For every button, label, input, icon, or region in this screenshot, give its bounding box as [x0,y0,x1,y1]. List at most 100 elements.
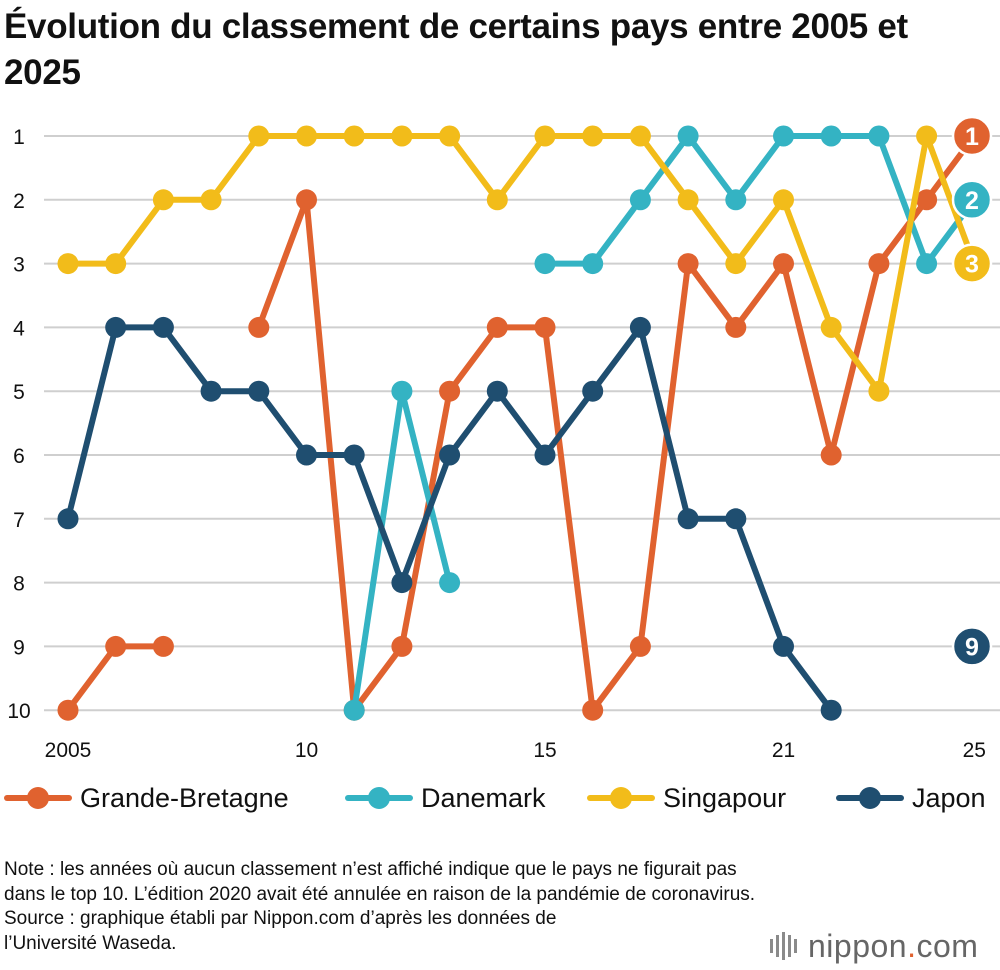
series-line [351,388,453,714]
end-label-badge [951,243,993,284]
y-tick-label: 3 [13,254,25,277]
data-point [248,125,270,147]
x-tick-label: 10 [295,739,318,762]
x-axis-ticks: 2005 10 15 21 25 [45,739,986,762]
data-point [629,635,651,657]
data-point [916,125,938,147]
end-label-japon: 9 [951,626,993,667]
y-tick-label: 6 [13,445,25,468]
data-point [773,125,794,147]
end-label-text: 1 [965,123,979,151]
end-label-grande-bretagne: 1 [951,115,993,157]
y-tick-label: 10 [7,700,30,723]
series-layer [57,125,985,721]
chart-title: Évolution du classement de certains pays… [4,7,908,92]
x-tick-label: 2005 [45,739,92,762]
y-tick-label: 1 [13,126,25,149]
series-line [542,133,978,267]
logo-text: nippon.com [808,927,979,964]
data-point [439,125,461,147]
y-tick-label: 2 [13,190,25,213]
x-tick-label: 25 [963,739,986,762]
legend-item-danemark: Danemark [345,780,546,816]
data-point [152,635,174,657]
series-singapour [57,125,985,402]
source-line: Source : graphique établi par Nippon.com… [4,908,557,929]
data-point [296,125,317,147]
data-point [916,189,938,211]
data-point [486,380,508,402]
legend-label: Danemark [421,782,546,813]
footnote: Note : les années où aucun classement n’… [4,858,994,956]
data-point [820,125,842,147]
legend-label: Grande-Bretagne [80,782,289,813]
data-point [152,189,174,211]
line-chart: 1 2 3 4 5 6 7 8 9 10 2005 10 15 21 25 1 2 3 9 [7,115,1000,762]
data-point [105,635,127,657]
data-point [343,444,365,466]
data-point [725,508,747,530]
y-tick-label: 8 [13,573,25,596]
data-point [677,253,699,275]
legend-swatch-icon [345,780,413,816]
data-point [534,125,556,147]
data-point [248,316,270,338]
legend-label: Japon [912,782,986,813]
data-point [391,572,413,594]
data-point [391,635,413,657]
data-point [57,508,79,530]
logo-bars-icon [770,932,800,960]
data-point [582,125,604,147]
data-point [296,189,317,211]
data-point [296,444,317,466]
data-point [105,316,127,338]
end-label-text: 2 [965,187,979,215]
data-point [57,699,79,721]
data-point [868,380,890,402]
legend: Grande-Bretagne Danemark Singapour Japon [0,780,1000,816]
legend-swatch-icon [836,780,904,816]
data-point [725,189,747,211]
data-point [391,380,413,402]
end-label-badge [951,626,993,667]
data-point [820,316,842,338]
data-point [725,253,747,275]
series-line [65,133,978,395]
x-tick-label: 15 [533,739,556,762]
legend-item-singapour: Singapour [587,780,786,816]
end-label-badge [951,179,993,221]
data-point [582,253,604,275]
data-point [343,699,365,721]
data-point [582,380,604,402]
data-point [57,253,79,275]
y-axis-ticks: 1 2 3 4 5 6 7 8 9 10 [7,126,30,723]
legend-swatch-icon [4,780,72,816]
data-point [677,508,699,530]
x-tick-label: 21 [772,739,795,762]
note-line: Note : les années où aucun classement n’… [4,859,737,880]
data-point [152,316,174,338]
data-point [200,380,222,402]
note-line: dans le top 10. L’édition 2020 avait été… [4,883,756,905]
source-line: l’Université Waseda. [4,932,177,954]
data-point [773,189,794,211]
end-label-badge [951,115,993,157]
y-tick-label: 7 [13,509,25,532]
logo-dot: . [907,927,917,964]
legend-swatch-icon [587,780,655,816]
data-point [773,253,794,275]
series-japon [57,316,842,721]
data-point [629,189,651,211]
y-tick-label: 4 [13,317,25,340]
y-tick-label: 9 [13,636,25,659]
data-point [439,572,461,594]
data-point [725,316,747,338]
data-point [248,380,270,402]
data-point [773,635,794,657]
y-tick-label: 5 [13,381,25,404]
data-point [486,316,508,338]
data-point [534,253,556,275]
data-point [677,189,699,211]
data-point [868,125,890,147]
legend-item-grande-bretagne: Grande-Bretagne [4,780,289,816]
